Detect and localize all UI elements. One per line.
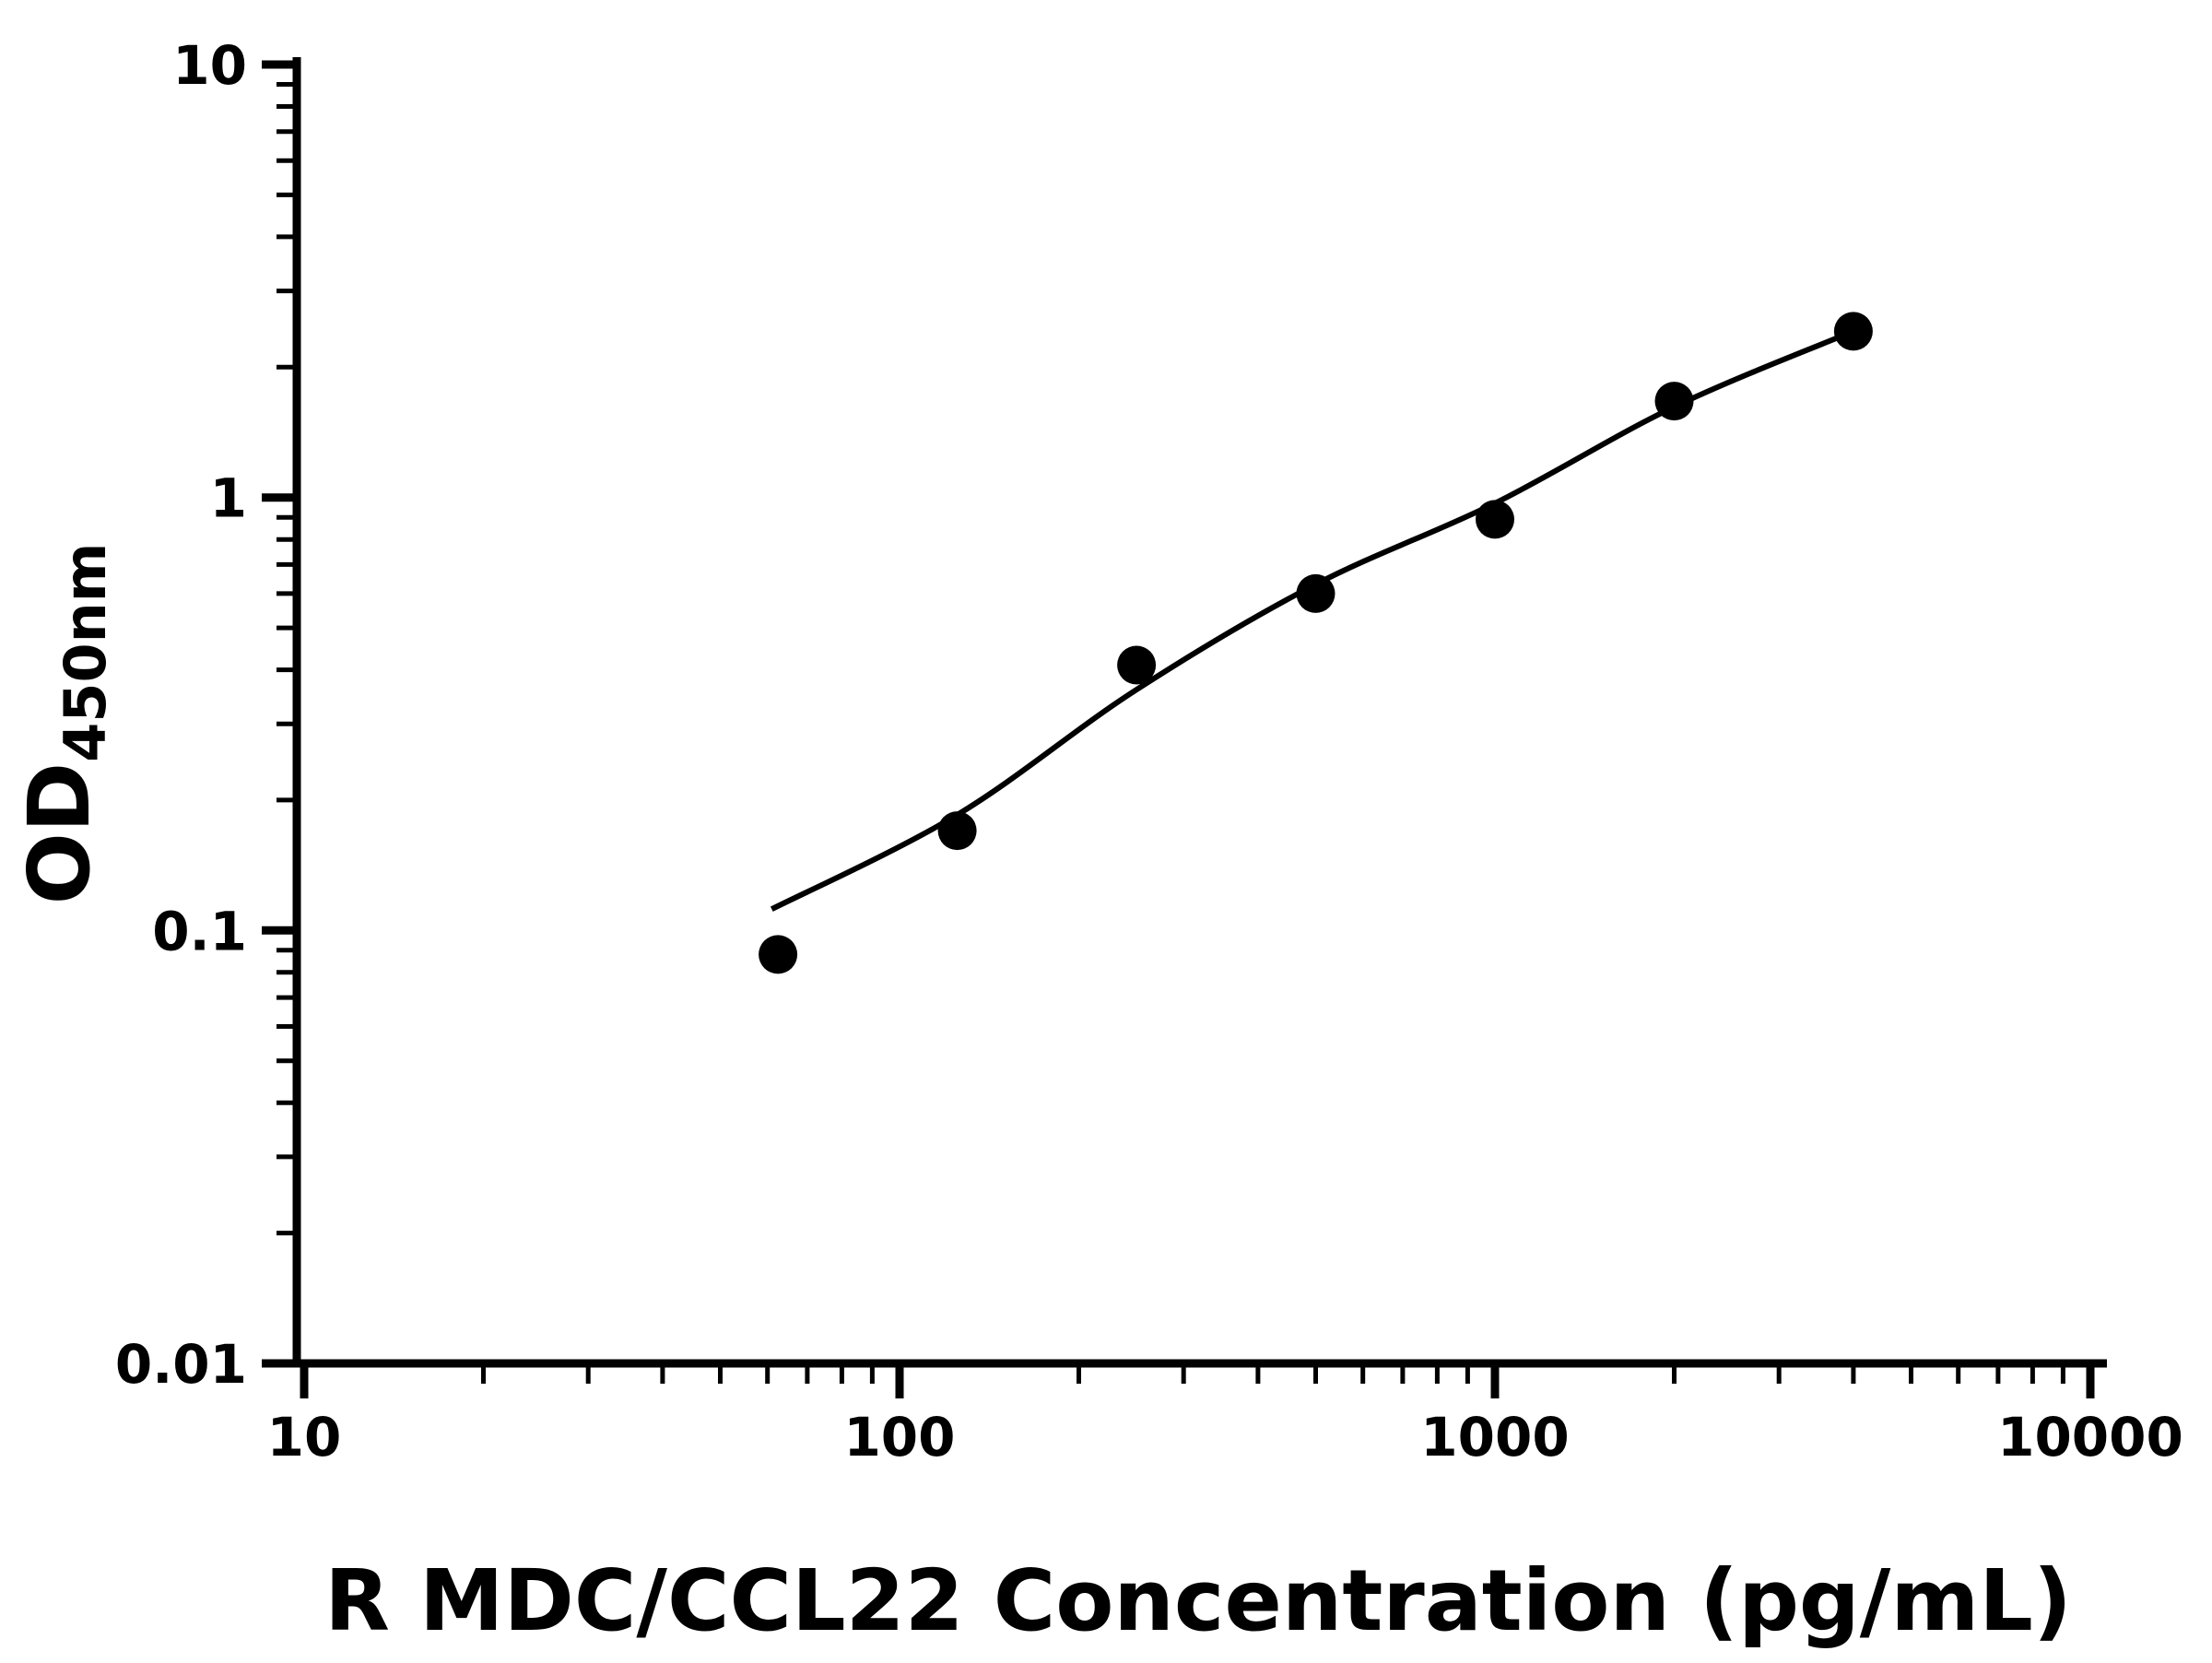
y-axis-title: OD450nm [10,543,119,905]
y-tick-label: 0.01 [115,1333,247,1396]
data-point [1117,645,1157,685]
y-tick-label: 0.1 [152,900,247,962]
x-tick-label: 1000 [1420,1406,1569,1468]
y-tick-label: 10 [172,34,247,97]
x-tick-label: 100 [843,1406,955,1468]
data-point [759,935,798,974]
y-axis-title-main: OD [10,762,109,905]
data-point [937,811,977,851]
data-point [1833,312,1873,351]
data-points [759,312,1873,974]
y-major-ticks [262,60,297,1368]
y-tick-label: 1 [210,467,247,530]
x-tick-label: 10000 [1997,1406,2183,1468]
data-point [1476,500,1514,539]
x-tick-labels: 10 100 1000 10000 [267,1406,2183,1468]
x-axis-title: R MDC/CCL22 Concentration (pg/mL) [324,1551,2072,1650]
y-axis-title-subscript: 450nm [52,543,119,762]
plot-area: 10 100 1000 10000 0.01 0.1 1 10 [115,34,2183,1468]
data-point [1296,573,1335,613]
x-major-ticks [300,1363,2095,1398]
x-tick-label: 10 [267,1406,342,1468]
fit-curve [770,328,1855,912]
data-point [1654,382,1694,421]
y-tick-labels: 0.01 0.1 1 10 [115,34,247,1396]
